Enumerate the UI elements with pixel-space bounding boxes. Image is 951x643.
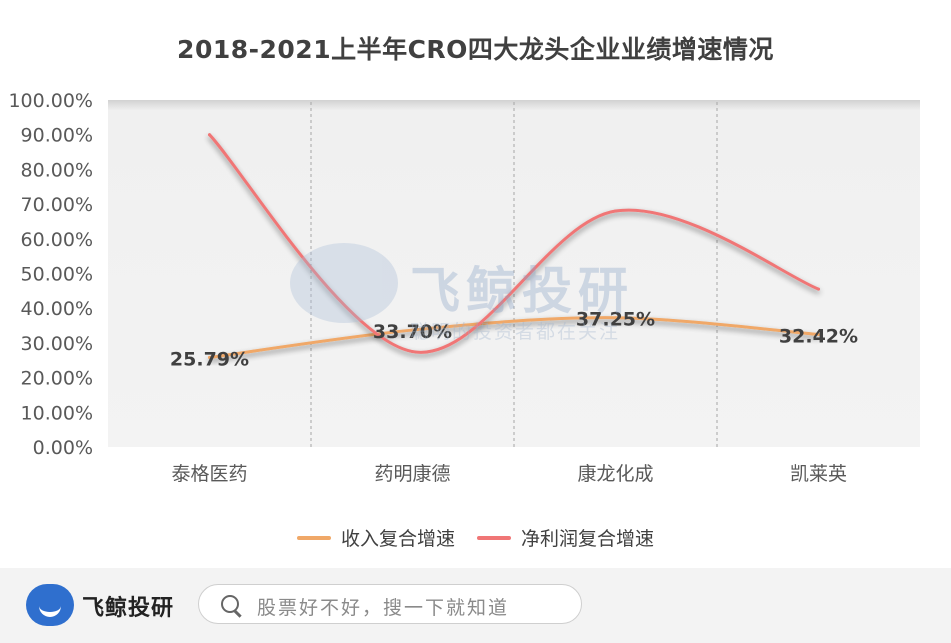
y-tick-label: 50.00% [21,264,93,286]
y-tick-label: 30.00% [21,333,93,355]
x-tick-label: 药明康德 [374,463,450,485]
y-tick-label: 10.00% [21,402,93,424]
data-point [614,316,617,320]
legend-item-net-profit: 净利润复合增速 [477,524,654,551]
legend-item-revenue: 收入复合增速 [296,524,455,551]
y-tick-label: 80.00% [21,159,93,181]
data-point [411,350,414,354]
chart-title: 2018-2021上半年CRO四大龙头企业业绩增速情况 [177,35,774,64]
x-tick-label: 凯莱英 [790,463,847,485]
y-tick-label: 100.00% [8,90,93,112]
search-placeholder: 股票好不好，搜一下就知道 [257,597,510,619]
whale-logo-icon[interactable] [26,584,74,626]
chart-area: 0.00% 10.00% 20.00% 30.00% 40.00% 50.00% 60.00… [0,35,951,551]
data-label: 37.25% [576,309,655,331]
data-label: 25.79% [170,349,249,371]
data-point [208,133,211,137]
x-tick-label: 泰格医药 [171,463,247,485]
series-line-revenue [208,316,820,360]
data-point [817,287,820,291]
footer-brand[interactable]: 飞鲸投研 [82,596,175,621]
y-tick-label: 60.00% [21,229,93,251]
footer-bar: 飞鲸投研 股票好不好，搜一下就知道 [0,568,951,643]
x-tick-label: 康龙化成 [577,463,653,485]
data-point [208,356,211,360]
y-tick-label: 0.00% [33,437,93,459]
legend-label-net-profit: 净利润复合增速 [521,528,655,550]
legend: 收入复合增速 净利润复合增速 [0,524,951,551]
data-label: 32.42% [779,326,858,348]
legend-label-revenue: 收入复合增速 [340,528,455,550]
y-tick-label: 20.00% [21,368,93,390]
y-tick-label: 40.00% [21,298,93,320]
data-point [817,333,820,337]
search-icon[interactable] [221,595,239,613]
legend-swatch-revenue [296,535,331,540]
y-tick-label: 90.00% [21,125,93,147]
series-line-net-profit [208,133,820,354]
data-point [411,328,414,332]
legend-swatch-net-profit [477,535,511,540]
y-tick-label: 70.00% [21,194,93,216]
data-point [614,209,617,213]
data-label: 33.70% [373,321,452,343]
search-input[interactable]: 股票好不好，搜一下就知道 [198,584,582,624]
chart-plot: 0.00% 10.00% 20.00% 30.00% 40.00% 50.00% 60.00… [8,90,920,485]
